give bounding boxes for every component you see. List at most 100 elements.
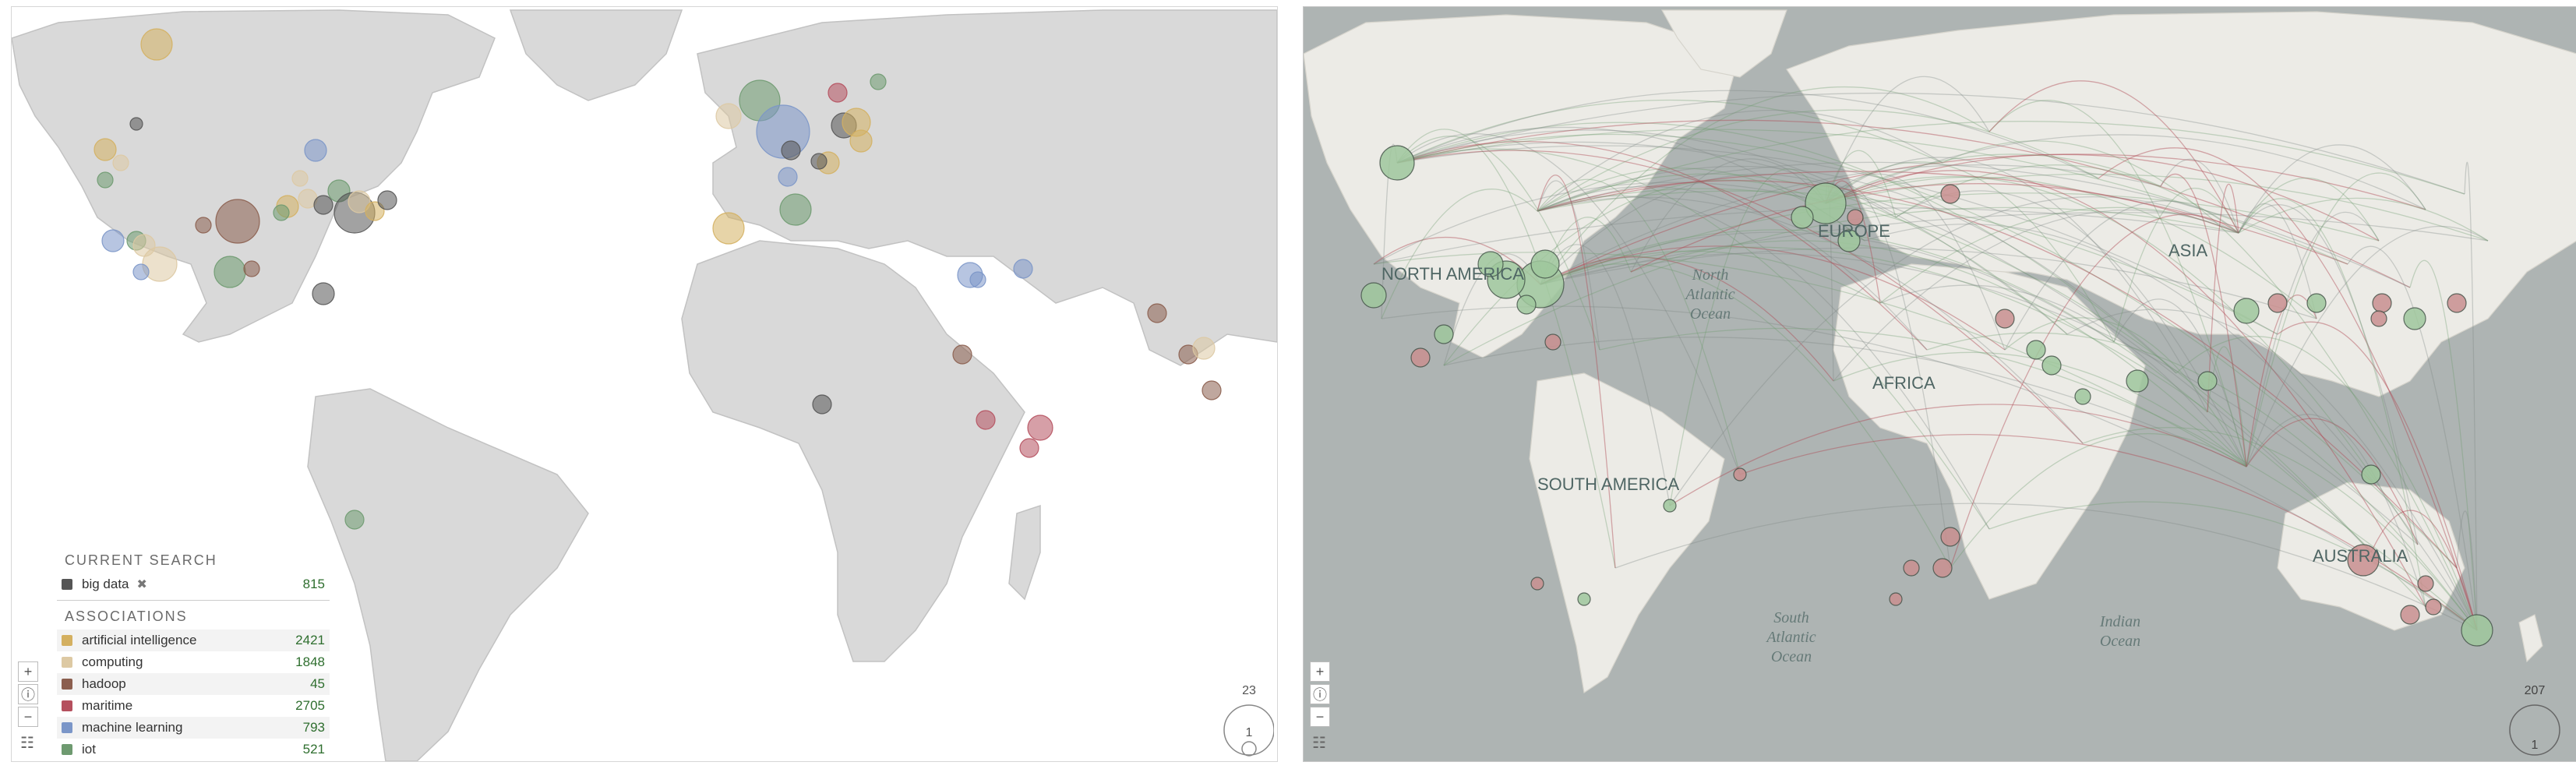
map-bubble[interactable] bbox=[312, 282, 335, 305]
map-bubble[interactable] bbox=[1027, 414, 1053, 441]
map-bubble[interactable] bbox=[827, 83, 848, 103]
map-node[interactable] bbox=[1995, 309, 2015, 329]
map-bubble[interactable] bbox=[365, 201, 385, 221]
map-bubble[interactable] bbox=[132, 263, 150, 280]
map-node[interactable] bbox=[1544, 333, 1561, 351]
map-bubble[interactable] bbox=[952, 344, 972, 365]
map-node[interactable] bbox=[1847, 209, 1864, 226]
map-node[interactable] bbox=[2461, 614, 2493, 647]
map-bubble[interactable] bbox=[1202, 380, 1222, 400]
map-bubble[interactable] bbox=[870, 73, 887, 90]
map-node[interactable] bbox=[2267, 293, 2288, 313]
map-node[interactable] bbox=[1940, 527, 1960, 547]
map-node[interactable] bbox=[1889, 592, 1903, 606]
map-node[interactable] bbox=[1663, 499, 1677, 513]
map-node[interactable] bbox=[2074, 388, 2091, 405]
map-bubble[interactable] bbox=[94, 138, 117, 161]
map-node[interactable] bbox=[1577, 592, 1591, 606]
map-node[interactable] bbox=[2417, 575, 2434, 592]
map-node[interactable] bbox=[2425, 598, 2442, 616]
map-node[interactable] bbox=[2026, 340, 2046, 360]
map-bubble[interactable] bbox=[812, 394, 832, 414]
map-bubble[interactable] bbox=[313, 195, 333, 215]
map-node[interactable] bbox=[2447, 293, 2467, 313]
map-bubble[interactable] bbox=[195, 217, 212, 234]
map-bubble[interactable] bbox=[112, 154, 129, 171]
map-bubble[interactable] bbox=[781, 140, 801, 161]
map-bubble[interactable] bbox=[344, 510, 365, 530]
map-bubble[interactable] bbox=[348, 190, 371, 213]
search-term-row[interactable]: big data ✖ 815 bbox=[57, 573, 330, 595]
map-node[interactable] bbox=[2372, 293, 2392, 313]
map-bubble[interactable] bbox=[213, 256, 246, 288]
map-bubble[interactable] bbox=[243, 260, 260, 277]
map-node[interactable] bbox=[1530, 577, 1544, 591]
legend-item[interactable]: machine learning 793 bbox=[57, 717, 330, 739]
map-node[interactable] bbox=[1733, 467, 1747, 482]
left-map-canvas[interactable] bbox=[12, 7, 1277, 761]
map-node[interactable] bbox=[1791, 206, 1814, 229]
map-node[interactable] bbox=[2233, 298, 2260, 324]
legend-item[interactable]: hadoop 45 bbox=[57, 673, 330, 695]
map-node[interactable] bbox=[2347, 544, 2380, 577]
map-node[interactable] bbox=[2197, 371, 2218, 391]
close-icon[interactable]: ✖ bbox=[136, 578, 147, 591]
map-node[interactable] bbox=[1477, 251, 1504, 277]
map-node[interactable] bbox=[2306, 293, 2327, 313]
info-button[interactable]: ⓘ bbox=[18, 684, 38, 704]
map-node[interactable] bbox=[1530, 249, 1560, 279]
map-bubble[interactable] bbox=[712, 212, 745, 245]
left-map-panel[interactable]: CURRENT SEARCH big data ✖ 815 ASSOCIATION… bbox=[11, 6, 1278, 762]
zoom-in-button[interactable]: + bbox=[18, 661, 38, 682]
map-node[interactable] bbox=[2370, 310, 2387, 327]
legend-item[interactable]: iot 521 bbox=[57, 739, 330, 760]
zoom-in-button[interactable]: + bbox=[1310, 661, 1330, 682]
map-bubble[interactable] bbox=[97, 171, 114, 189]
map-bubble[interactable] bbox=[976, 410, 996, 430]
map-bubble[interactable] bbox=[1192, 337, 1216, 360]
map-node[interactable] bbox=[1940, 184, 1960, 204]
map-bubble[interactable] bbox=[779, 193, 812, 226]
map-node[interactable] bbox=[1434, 324, 1454, 344]
map-node[interactable] bbox=[2126, 369, 2149, 393]
map-bubble[interactable] bbox=[377, 190, 397, 210]
map-bubble[interactable] bbox=[778, 167, 798, 187]
map-bubble[interactable] bbox=[810, 153, 827, 170]
map-bubble[interactable] bbox=[215, 199, 260, 244]
map-bubble[interactable] bbox=[101, 229, 125, 252]
map-bubble[interactable] bbox=[132, 234, 156, 257]
legend-item[interactable]: artificial intelligence 2421 bbox=[57, 630, 330, 651]
legend-item[interactable]: computing 1848 bbox=[57, 651, 330, 673]
map-node[interactable] bbox=[1932, 558, 1953, 578]
info-button[interactable]: ⓘ bbox=[1310, 684, 1330, 704]
map-node[interactable] bbox=[2400, 605, 2420, 625]
map-bubble[interactable] bbox=[849, 129, 873, 153]
map-bubble[interactable] bbox=[304, 139, 327, 162]
map-bubble[interactable] bbox=[140, 28, 173, 61]
zoom-out-button[interactable]: − bbox=[18, 707, 38, 727]
map-bubble[interactable] bbox=[291, 170, 309, 187]
map-node[interactable] bbox=[1360, 282, 1387, 309]
map-bubble[interactable] bbox=[129, 117, 143, 131]
map-node[interactable] bbox=[2403, 307, 2426, 330]
map-bubble[interactable] bbox=[1147, 303, 1167, 323]
map-bubble[interactable] bbox=[1019, 438, 1039, 458]
map-node[interactable] bbox=[1410, 347, 1431, 368]
sliders-icon[interactable]: ☷ bbox=[20, 734, 34, 752]
zoom-out-button[interactable]: − bbox=[1310, 707, 1330, 727]
map-node[interactable] bbox=[1837, 229, 1861, 252]
map-node[interactable] bbox=[2361, 464, 2381, 485]
map-node[interactable] bbox=[1805, 182, 1847, 224]
map-bubble[interactable] bbox=[1013, 259, 1033, 279]
map-node[interactable] bbox=[2041, 355, 2062, 376]
map-node[interactable] bbox=[1903, 559, 1920, 577]
right-map-canvas[interactable]: NORTH AMERICA EUROPE ASIA AFRICA SOUTH A… bbox=[1304, 7, 2576, 761]
map-node[interactable] bbox=[1516, 295, 1537, 315]
map-bubble[interactable] bbox=[273, 204, 290, 221]
right-map-panel[interactable]: NORTH AMERICA EUROPE ASIA AFRICA SOUTH A… bbox=[1303, 6, 2576, 762]
map-bubble[interactable] bbox=[969, 271, 986, 288]
map-bubble[interactable] bbox=[715, 103, 742, 129]
sliders-icon[interactable]: ☷ bbox=[1312, 734, 1326, 752]
legend-item[interactable]: maritime 2705 bbox=[57, 695, 330, 717]
map-node[interactable] bbox=[1379, 145, 1415, 181]
